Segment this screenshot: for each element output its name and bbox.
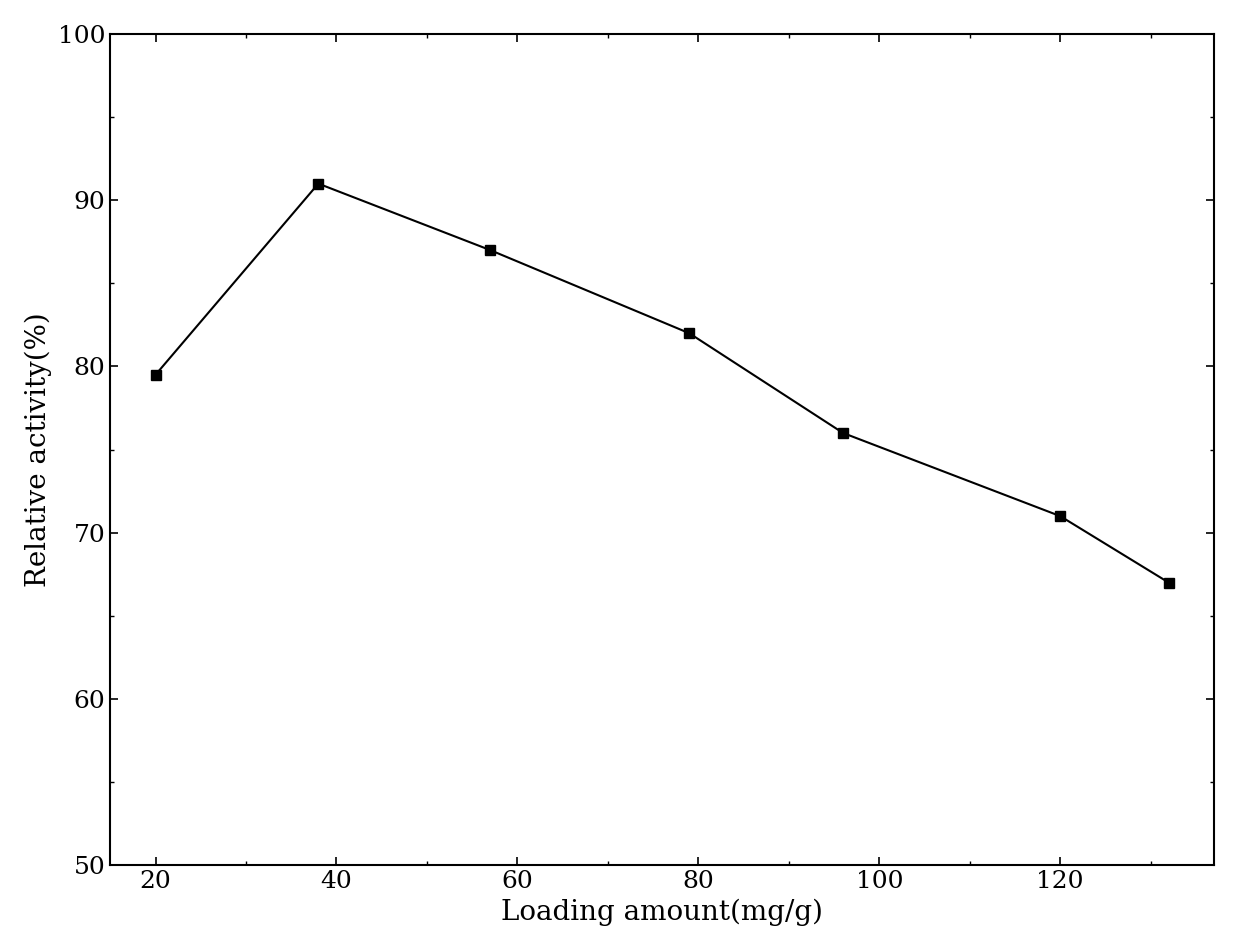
X-axis label: Loading amount(mg/g): Loading amount(mg/g)	[501, 899, 823, 926]
Y-axis label: Relative activity(%): Relative activity(%)	[25, 312, 52, 587]
